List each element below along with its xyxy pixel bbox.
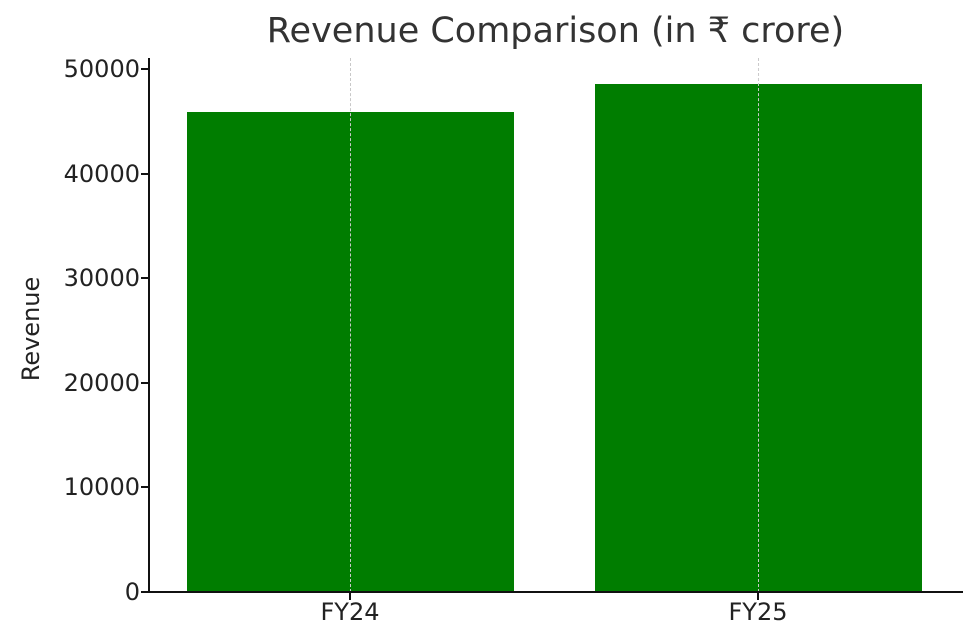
y-axis-line — [148, 58, 150, 593]
y-tick-mark — [141, 68, 148, 70]
y-axis-label: Revenue — [17, 276, 45, 382]
chart-title: Revenue Comparison (in ₹ crore) — [266, 11, 845, 51]
x-tick-label: FY24 — [320, 598, 380, 626]
y-tick-label: 10000 — [63, 473, 140, 502]
y-tick-label: 0 — [124, 578, 140, 606]
y-tick-mark — [141, 486, 148, 489]
y-tick-mark — [141, 591, 148, 593]
x-gridline — [350, 58, 351, 592]
x-axis-line — [148, 591, 963, 593]
x-gridline — [758, 58, 759, 592]
x-tick-label: FY25 — [728, 598, 788, 626]
x-tick-mark — [757, 593, 759, 600]
y-tick-mark — [141, 172, 148, 175]
y-tick-label: 30000 — [63, 264, 140, 293]
y-tick-mark — [141, 381, 148, 384]
y-tick-label: 40000 — [63, 159, 140, 188]
x-tick-mark — [349, 593, 351, 600]
plot-area: 0 10000 20000 30000 40000 50000 FY24 FY25 — [64, 57, 963, 626]
y-tick-mark — [141, 277, 148, 280]
y-tick-label: 20000 — [63, 368, 140, 397]
y-tick-label: 50000 — [63, 55, 140, 83]
